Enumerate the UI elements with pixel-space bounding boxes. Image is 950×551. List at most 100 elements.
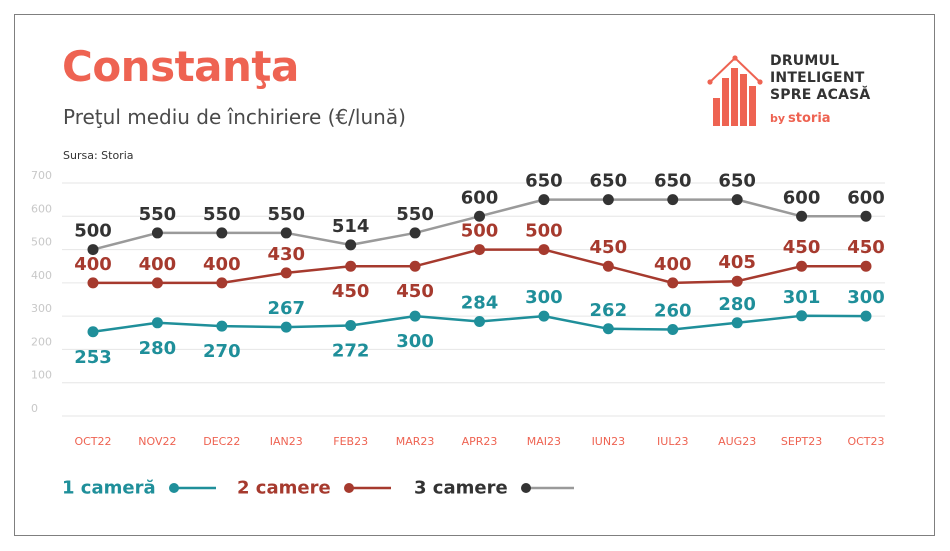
legend-item-1-camera: 1 cameră — [62, 477, 218, 499]
data-point-one_room-oct22 — [87, 326, 99, 338]
data-label-three_rooms-ian23: 550 — [267, 204, 305, 225]
data-label-one_room-aug23: 280 — [718, 294, 756, 315]
data-point-one_room-sept23 — [796, 310, 808, 322]
data-point-three_rooms-ian23 — [280, 227, 292, 239]
y-tick-label-400: 400 — [31, 269, 52, 282]
data-point-one_room-dec22 — [216, 320, 228, 332]
data-point-two_rooms-aug23 — [731, 275, 743, 287]
data-label-two_rooms-nov22: 400 — [139, 254, 177, 275]
data-point-three_rooms-feb23 — [345, 239, 357, 251]
data-label-three_rooms-mai23: 650 — [525, 171, 563, 192]
data-point-one_room-iun23 — [602, 323, 614, 335]
x-tick-label-nov22: NOV22 — [138, 435, 176, 448]
x-tick-label-apr23: APR23 — [462, 435, 498, 448]
data-label-one_room-ian23: 267 — [267, 298, 305, 319]
y-tick-label-500: 500 — [31, 236, 52, 249]
data-label-two_rooms-ian23: 430 — [267, 244, 305, 265]
data-label-two_rooms-dec22: 400 — [203, 254, 241, 275]
y-tick-label-100: 100 — [31, 369, 52, 382]
logo-wordmark: DRUMUL INTELIGENT SPRE ACASĂ — [770, 53, 870, 104]
x-tick-label-mar23: MAR23 — [396, 435, 435, 448]
data-point-one_room-ian23 — [280, 321, 292, 333]
data-point-two_rooms-oct22 — [87, 277, 99, 289]
x-tick-label-ian23: IAN23 — [270, 435, 303, 448]
data-point-one_room-feb23 — [345, 319, 357, 331]
legend-label-3-camere: 3 camere — [414, 477, 508, 499]
x-tick-label-sept23: SEPT23 — [781, 435, 822, 448]
data-point-two_rooms-oct23 — [860, 260, 872, 272]
logo-line-1: DRUMUL — [770, 53, 840, 69]
data-point-one_room-iul23 — [667, 323, 679, 335]
source-note: Sursa: Storia — [63, 149, 134, 162]
data-label-two_rooms-sept23: 450 — [783, 237, 821, 258]
data-point-three_rooms-oct22 — [87, 244, 99, 256]
data-point-two_rooms-dec22 — [216, 277, 228, 289]
logo-line-3: SPRE ACASĂ — [770, 87, 871, 103]
data-point-one_room-nov22 — [151, 317, 163, 329]
y-tick-label-600: 600 — [31, 202, 52, 215]
data-label-three_rooms-nov22: 550 — [139, 204, 177, 225]
data-point-three_rooms-iul23 — [667, 194, 679, 206]
data-label-one_room-nov22: 280 — [139, 338, 177, 359]
data-point-two_rooms-ian23 — [280, 267, 292, 279]
x-tick-label-iul23: IUL23 — [657, 435, 688, 448]
data-point-three_rooms-oct23 — [860, 210, 872, 222]
y-tick-label-200: 200 — [31, 335, 52, 348]
legend-swatch-1-camera — [168, 483, 216, 493]
x-tick-label-oct22: OCT22 — [74, 435, 111, 448]
data-label-two_rooms-iun23: 450 — [590, 237, 628, 258]
data-label-one_room-feb23: 272 — [332, 340, 370, 361]
data-label-three_rooms-aug23: 650 — [718, 171, 756, 192]
x-tick-label-dec22: DEC22 — [203, 435, 240, 448]
data-label-two_rooms-aug23: 405 — [718, 252, 756, 273]
data-label-one_room-iul23: 260 — [654, 300, 692, 321]
x-tick-label-iun23: IUN23 — [592, 435, 626, 448]
logo-by: by — [770, 112, 786, 125]
data-label-three_rooms-iul23: 650 — [654, 171, 692, 192]
data-point-two_rooms-mar23 — [409, 260, 421, 272]
data-point-one_room-apr23 — [474, 315, 485, 327]
data-point-three_rooms-sept23 — [796, 210, 808, 222]
legend-item-3-camere: 3 camere — [414, 477, 576, 499]
data-label-two_rooms-oct23: 450 — [847, 237, 885, 258]
legend-swatch-3-camere — [520, 483, 574, 493]
data-point-one_room-mai23 — [538, 310, 550, 322]
logo-brand: storia — [788, 111, 831, 126]
data-label-two_rooms-feb23: 450 — [332, 281, 370, 302]
legend-swatch-2-camere — [343, 483, 391, 493]
logo-byline: by storia — [770, 111, 831, 126]
y-tick-label-700: 700 — [31, 169, 52, 182]
chart-subtitle: Preţul mediu de închiriere (€/lună) — [63, 105, 406, 129]
data-label-two_rooms-mai23: 500 — [525, 221, 563, 242]
data-label-three_rooms-feb23: 514 — [332, 216, 370, 237]
x-tick-label-oct23: OCT23 — [847, 435, 884, 448]
data-point-two_rooms-sept23 — [796, 260, 808, 272]
x-tick-label-feb23: FEB23 — [333, 435, 368, 448]
data-label-two_rooms-oct22: 400 — [74, 254, 112, 275]
x-tick-label-mai23: MAI23 — [527, 435, 561, 448]
data-point-three_rooms-dec22 — [216, 227, 228, 239]
data-label-three_rooms-apr23: 600 — [461, 187, 499, 208]
data-point-two_rooms-iun23 — [602, 260, 614, 272]
legend-item-2-camere: 2 camere — [237, 477, 393, 499]
data-point-three_rooms-mar23 — [409, 227, 421, 239]
legend-label-2-camere: 2 camere — [237, 477, 331, 499]
logo-line-2: INTELIGENT — [770, 70, 865, 86]
data-point-two_rooms-iul23 — [667, 277, 679, 289]
data-point-three_rooms-aug23 — [731, 194, 743, 206]
data-label-one_room-sept23: 301 — [783, 287, 821, 308]
data-label-three_rooms-dec22: 550 — [203, 204, 241, 225]
chart-title: Constanţa — [62, 42, 299, 91]
data-label-two_rooms-iul23: 400 — [654, 254, 692, 275]
data-label-three_rooms-oct23: 600 — [847, 187, 885, 208]
data-label-one_room-iun23: 262 — [590, 300, 628, 321]
data-label-one_room-apr23: 284 — [461, 292, 499, 313]
data-label-three_rooms-oct22: 500 — [74, 221, 112, 242]
data-label-three_rooms-sept23: 600 — [783, 187, 821, 208]
data-label-one_room-oct22: 253 — [74, 347, 112, 368]
chart-frame — [14, 14, 935, 536]
data-label-two_rooms-apr23: 500 — [461, 221, 499, 242]
data-point-one_room-oct23 — [860, 310, 872, 322]
data-label-one_room-mar23: 300 — [396, 331, 434, 352]
